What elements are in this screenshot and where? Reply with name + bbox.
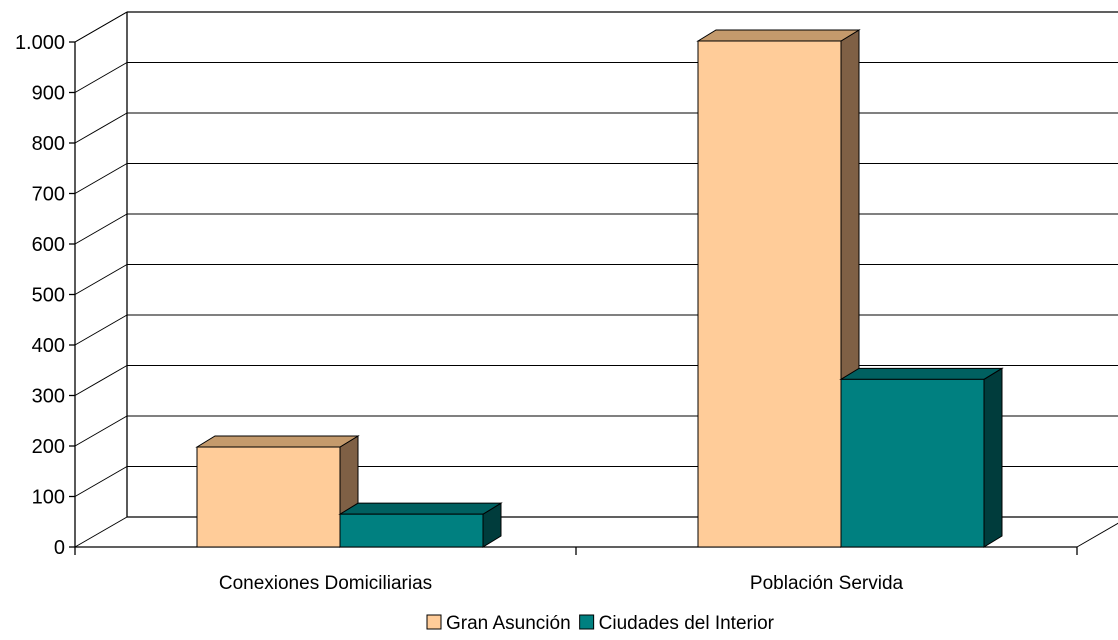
legend-label: Ciudades del Interior: [599, 613, 775, 634]
bar: [696, 29, 861, 548]
legend-swatch: [426, 614, 442, 630]
gridlines: [74, 11, 1118, 548]
bar-top: [696, 29, 861, 42]
y-tick-label: 1.000: [15, 32, 65, 54]
x-tick-label: Población Servida: [750, 573, 904, 594]
y-tick-label: 200: [32, 436, 65, 458]
side-gridline: [74, 213, 128, 245]
bar-front: [697, 40, 842, 548]
side-gridline: [74, 163, 128, 194]
legend-item: Gran Asunción: [426, 613, 571, 634]
bar-top: [195, 435, 360, 448]
bars: [195, 29, 1004, 548]
side-gridline: [74, 365, 128, 396]
y-tick-label: 400: [32, 335, 65, 357]
side-gridline: [74, 466, 128, 497]
side-gridline: [74, 415, 128, 447]
y-tick-label: 700: [32, 184, 65, 206]
bar-front: [196, 446, 341, 548]
bar-top: [338, 502, 503, 515]
side-gridline: [74, 314, 128, 346]
bar-front: [840, 378, 985, 548]
y-tick-label: 800: [32, 133, 65, 155]
floor-right-edge: [1076, 522, 1118, 548]
legend-item: Ciudades del Interior: [579, 613, 775, 634]
side-gridline: [74, 112, 128, 144]
bar: [195, 435, 360, 548]
y-tick-label: 500: [32, 285, 65, 307]
bar: [338, 502, 503, 548]
side-gridline: [74, 516, 128, 548]
legend-label: Gran Asunción: [446, 613, 571, 634]
side-gridline: [74, 264, 128, 295]
legend-swatch: [579, 614, 595, 630]
y-tick-label: 0: [54, 537, 65, 559]
y-tick-label: 600: [32, 234, 65, 256]
bar-front: [339, 513, 484, 548]
side-gridline: [74, 62, 128, 93]
y-tick-labels: 0 100 200 300 400 500 600 700 800 900 1.000: [15, 32, 65, 559]
side-gridline: [74, 11, 128, 43]
bar: [839, 367, 1004, 548]
bar-top: [839, 367, 1004, 380]
y-tick-label: 900: [32, 83, 65, 105]
y-tick-label: 100: [32, 487, 65, 509]
legend: Gran Asunción Ciudades del Interior: [426, 613, 775, 634]
x-tick-label: Conexiones Domiciliarias: [219, 573, 432, 594]
y-tick-label: 300: [32, 386, 65, 408]
bar-side: [983, 367, 1003, 548]
x-tick-labels: Conexiones Domiciliarias Población Servid…: [219, 573, 904, 594]
